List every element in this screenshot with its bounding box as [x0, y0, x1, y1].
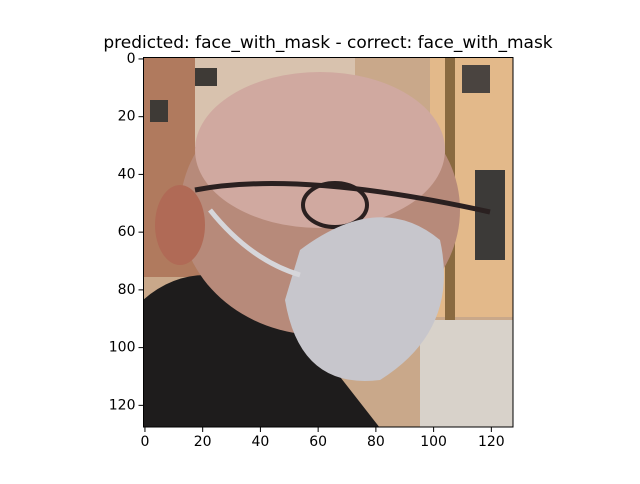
- chart-title: predicted: face_with_mask - correct: fac…: [103, 33, 552, 53]
- x-tick-label: 20: [194, 434, 212, 450]
- y-tick-label: 0: [127, 51, 136, 67]
- x-tick-label: 100: [420, 434, 447, 450]
- y-tick-label: 80: [118, 282, 136, 298]
- x-tick-label: 40: [251, 434, 269, 450]
- y-tick-label: 120: [109, 397, 136, 413]
- y-tick-label: 100: [109, 340, 136, 356]
- axes-frame: [143, 57, 514, 428]
- y-tick-label: 40: [118, 166, 136, 182]
- x-tick-label: 120: [478, 434, 505, 450]
- x-tick-label: 60: [309, 434, 327, 450]
- y-tick-label: 60: [118, 224, 136, 240]
- photo: [143, 57, 513, 427]
- x-tick-label: 80: [367, 434, 385, 450]
- y-tick-label: 20: [118, 109, 136, 125]
- x-tick-label: 0: [140, 434, 149, 450]
